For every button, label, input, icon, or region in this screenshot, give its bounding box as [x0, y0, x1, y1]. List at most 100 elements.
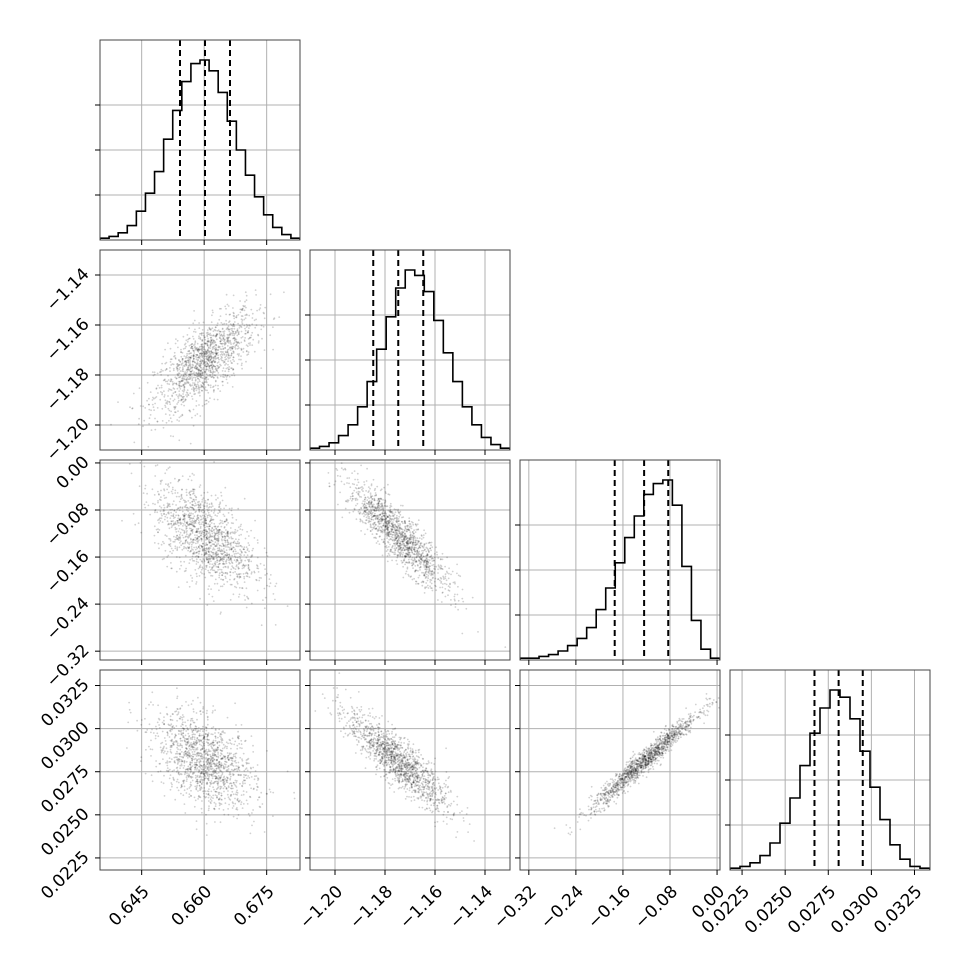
sample-point — [174, 489, 177, 492]
sample-point — [184, 542, 186, 545]
sample-point — [404, 555, 406, 558]
sample-point — [399, 554, 401, 556]
sample-point — [377, 502, 380, 504]
sample-point — [194, 777, 197, 779]
sample-point — [262, 311, 265, 314]
sample-point — [209, 541, 212, 544]
sample-point — [257, 334, 260, 337]
sample-point — [340, 480, 343, 483]
sample-point — [146, 399, 149, 402]
sample-point — [184, 812, 187, 814]
sample-point — [224, 347, 227, 350]
sample-point — [195, 400, 198, 402]
sample-point — [190, 367, 193, 369]
sample-point — [266, 555, 269, 557]
sample-point — [203, 524, 206, 527]
sample-point — [394, 549, 397, 551]
sample-point — [218, 804, 221, 807]
sample-point — [414, 565, 417, 567]
sample-point — [415, 524, 418, 527]
sample-point — [377, 528, 380, 531]
sample-point — [236, 789, 239, 792]
sample-point — [178, 541, 181, 544]
sample-point — [384, 529, 386, 532]
sample-point — [201, 531, 204, 534]
sample-point — [220, 545, 223, 548]
sample-point — [187, 516, 190, 518]
sample-point — [182, 401, 184, 404]
sample-point — [216, 362, 219, 364]
sample-point — [418, 546, 421, 548]
sample-point — [209, 343, 212, 345]
sample-point — [220, 578, 223, 581]
sample-point — [406, 541, 409, 544]
sample-point — [371, 528, 374, 531]
sample-point — [201, 741, 204, 744]
sample-point — [143, 503, 146, 506]
sample-point — [376, 533, 378, 535]
sample-point — [378, 507, 381, 510]
sample-point — [231, 332, 233, 335]
sample-point — [387, 526, 390, 529]
sample-point — [180, 540, 182, 543]
sample-point — [226, 351, 229, 353]
sample-point — [217, 525, 220, 528]
sample-point — [371, 533, 374, 535]
sample-point — [263, 317, 266, 320]
sample-point — [367, 513, 370, 516]
sample-point — [169, 380, 172, 383]
sample-point — [188, 546, 191, 548]
sample-point — [147, 445, 150, 448]
sample-point — [198, 784, 201, 787]
sample-point — [409, 525, 411, 528]
sample-point — [212, 529, 215, 532]
sample-point — [240, 554, 242, 557]
sample-point — [392, 523, 395, 526]
sample-point — [257, 786, 259, 789]
sample-point — [214, 526, 217, 528]
sample-point — [195, 769, 198, 771]
sample-point — [395, 537, 397, 540]
sample-point — [205, 353, 208, 356]
sample-point — [184, 347, 187, 350]
sample-point — [229, 558, 232, 561]
sample-point — [206, 365, 209, 367]
sample-point — [201, 561, 204, 564]
sample-point — [222, 767, 225, 770]
sample-point — [201, 347, 204, 350]
sample-point — [426, 554, 429, 557]
sample-point — [373, 536, 375, 539]
sample-point — [172, 549, 175, 552]
sample-point — [189, 442, 192, 445]
sample-point — [411, 556, 414, 559]
sample-point — [396, 545, 399, 547]
sample-point — [167, 484, 169, 487]
sample-point — [219, 330, 222, 333]
sample-point — [195, 528, 198, 530]
sample-point — [378, 500, 380, 502]
sample-point — [214, 384, 217, 387]
sample-point — [197, 696, 199, 699]
sample-point — [179, 518, 181, 521]
sample-point — [224, 486, 227, 489]
sample-point — [390, 528, 393, 531]
sample-point — [206, 768, 209, 771]
sample-point — [201, 355, 204, 358]
sample-point — [198, 375, 201, 377]
sample-point — [408, 538, 411, 541]
sample-point — [166, 488, 169, 491]
sample-point — [162, 540, 164, 543]
sample-point — [243, 581, 246, 583]
sample-point — [196, 538, 198, 540]
sample-point — [196, 518, 198, 521]
sample-point — [395, 529, 398, 532]
sample-point — [163, 745, 165, 748]
sample-point — [429, 562, 432, 565]
sample-point — [196, 784, 199, 787]
sample-point — [189, 370, 192, 373]
sample-point — [240, 559, 243, 561]
sample-point — [249, 766, 252, 769]
sample-point — [199, 352, 201, 355]
sample-point — [206, 355, 209, 357]
sample-point — [389, 502, 392, 505]
